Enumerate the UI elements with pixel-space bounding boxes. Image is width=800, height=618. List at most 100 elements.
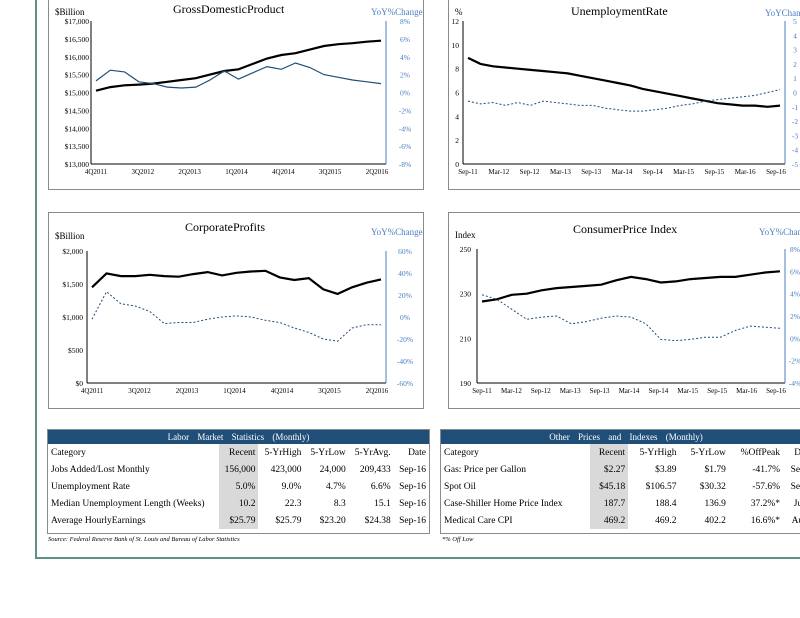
table-cell: 469.2 [589,512,629,529]
x-tick-label: Mar-13 [550,168,571,176]
table-cell: 15.1 [374,498,391,509]
y2-tick-label: 0 [793,89,797,98]
y2-tick-label: 2 [793,60,797,69]
y2-tick-label: -40% [397,357,413,366]
table-cell: Sep-16 [399,498,426,509]
y2-tick-label: -4% [789,379,800,388]
y-tick-label: 8 [455,65,459,74]
table-cell: 16.6%* [750,515,781,526]
y2-tick-label: -20% [397,335,413,344]
table-cell: 37.2%* [750,498,781,509]
row-category: Average HourlyEarnings [51,515,146,526]
y-tick-label: $15,000 [65,89,90,98]
y2-tick-label: -8% [399,160,412,169]
x-tick-label: Sep-14 [648,387,668,395]
x-tick-label: Sep-13 [581,168,601,176]
chart-title: CorporateProfits [185,220,265,234]
table-cell: Sep- [790,481,800,492]
y2-tick-label: -3 [792,131,798,140]
y-tick-label: 6 [455,89,459,98]
table-cell: 10.2 [218,495,259,512]
y2-tick-label: 60% [398,247,412,256]
y2-tick-label: 6% [790,267,800,276]
x-tick-label: Sep-15 [707,387,727,395]
column-header: Dat [783,444,800,461]
table-cell: -41.7% [752,464,781,475]
column-header: Recent [589,444,629,461]
column-header: Category [51,447,86,458]
x-tick-label: 4Q2011 [85,168,108,176]
table-cell: $25.79 [218,512,259,529]
y-tick-label: $1,500 [62,280,83,289]
y-tick-label: $1,000 [62,313,83,322]
y-tick-label: 230 [460,290,472,299]
y2-tick-label: 4% [790,290,800,299]
row-category: Gas: Price per Gallon [444,464,527,475]
x-tick-label: 3Q2012 [132,168,155,176]
x-tick-label: Sep-13 [590,387,610,395]
table-cell: 469.2 [655,515,677,526]
table-cell: 8.3 [333,498,346,509]
left-axis-unit: $Billion [55,7,85,17]
y2-tick-label: -4 [792,146,798,155]
y-tick-label: 190 [460,379,472,388]
y2-tick-label: -5 [792,160,798,169]
level-series-line [91,269,382,296]
gdp-chart: $17,000 $16,500 $16,000 $15,500 $15,000 $14,5… [48,0,424,190]
table-cell: Sep-16 [399,464,426,475]
table-cell: Sep-16 [399,481,426,492]
table-cell: $45.18 [589,478,629,495]
chart-title: ConsumerPrice Index [573,222,678,236]
y2-tick-label: 8% [790,245,800,254]
y-tick-label: 0 [455,160,459,169]
profits-chart-svg: $2,000 $1,500 $1,000 $500 $0 60% 40% 20% 0% -20% -… [62,247,413,395]
table-cell: 136.9 [704,498,726,509]
x-tick-label: 3Q2015 [319,168,342,176]
x-tick-label: Sep-11 [472,387,492,395]
table-header: Other Prices and Indexes (Monthly) [441,430,800,444]
table-cell: 209,433 [359,464,391,475]
y-tick-label: $17,000 [65,17,90,26]
y2-tick-label: -2% [399,106,412,115]
table-row: Median Unemployment Length (Weeks) 10.2 22… [48,495,429,512]
table-header-row: Category Recent 5-YrHigh 5-YrLow 5-YrAvg. Dat… [48,444,429,461]
y2-tick-label: 5 [793,17,797,26]
level-series-line [467,56,781,108]
table-cell: $23.20 [319,515,346,526]
column-header: Recent [218,444,259,461]
y2-tick-label: 0% [400,89,410,98]
table-cell: 402.2 [704,515,726,526]
x-tick-label: Sep-11 [458,168,478,176]
table-cell: 423,000 [270,464,302,475]
x-tick-label: Mar-14 [619,387,640,395]
column-header: Date [408,447,426,458]
column-header: 5-YrHigh [639,447,677,458]
y-tick-label: $16,500 [65,35,90,44]
y2-tick-label: 8% [400,17,410,26]
y2-tick-label: 20% [398,291,412,300]
table-cell: Sep-16 [399,515,426,526]
table-cell: 22.3 [284,498,302,509]
labor-table-body: Category Recent 5-YrHigh 5-YrLow 5-YrAvg. Dat… [48,444,429,529]
table-cell: 24,000 [319,464,346,475]
row-category: Jobs Added/Lost Monthly [51,464,150,475]
labor-market-table: Labor Market Statistics (Monthly) Catego… [47,429,430,534]
y2-tick-label: 0% [790,334,800,343]
yoy-series-line [95,62,382,89]
x-tick-label: 2Q2013 [178,168,201,176]
table-row: Average HourlyEarnings $25.79 $25.79 $23.20… [48,512,429,529]
level-series-line [95,39,382,92]
yoy-series-line [91,290,381,342]
table-cell: 5.0% [218,478,259,495]
table-row: Unemployment Rate 5.0% 9.0% 4.7% 6.6% Sep-16 [48,478,429,495]
x-tick-label: Sep-12 [531,387,551,395]
table-cell: 156,000 [218,461,259,478]
table-header-row: Category Recent 5-YrHigh 5-YrLow %OffPeakDat [441,444,800,461]
column-header: Category [444,447,479,458]
y-tick-label: $2,000 [62,247,83,256]
y-tick-label: $13,000 [65,160,90,169]
table-row: Case-Shiller Home Price Index 187.7 188.4 1… [441,495,800,512]
table-cell: 6.6% [370,481,391,492]
column-header: 5-YrHigh [264,447,302,458]
level-series-line [481,270,781,303]
